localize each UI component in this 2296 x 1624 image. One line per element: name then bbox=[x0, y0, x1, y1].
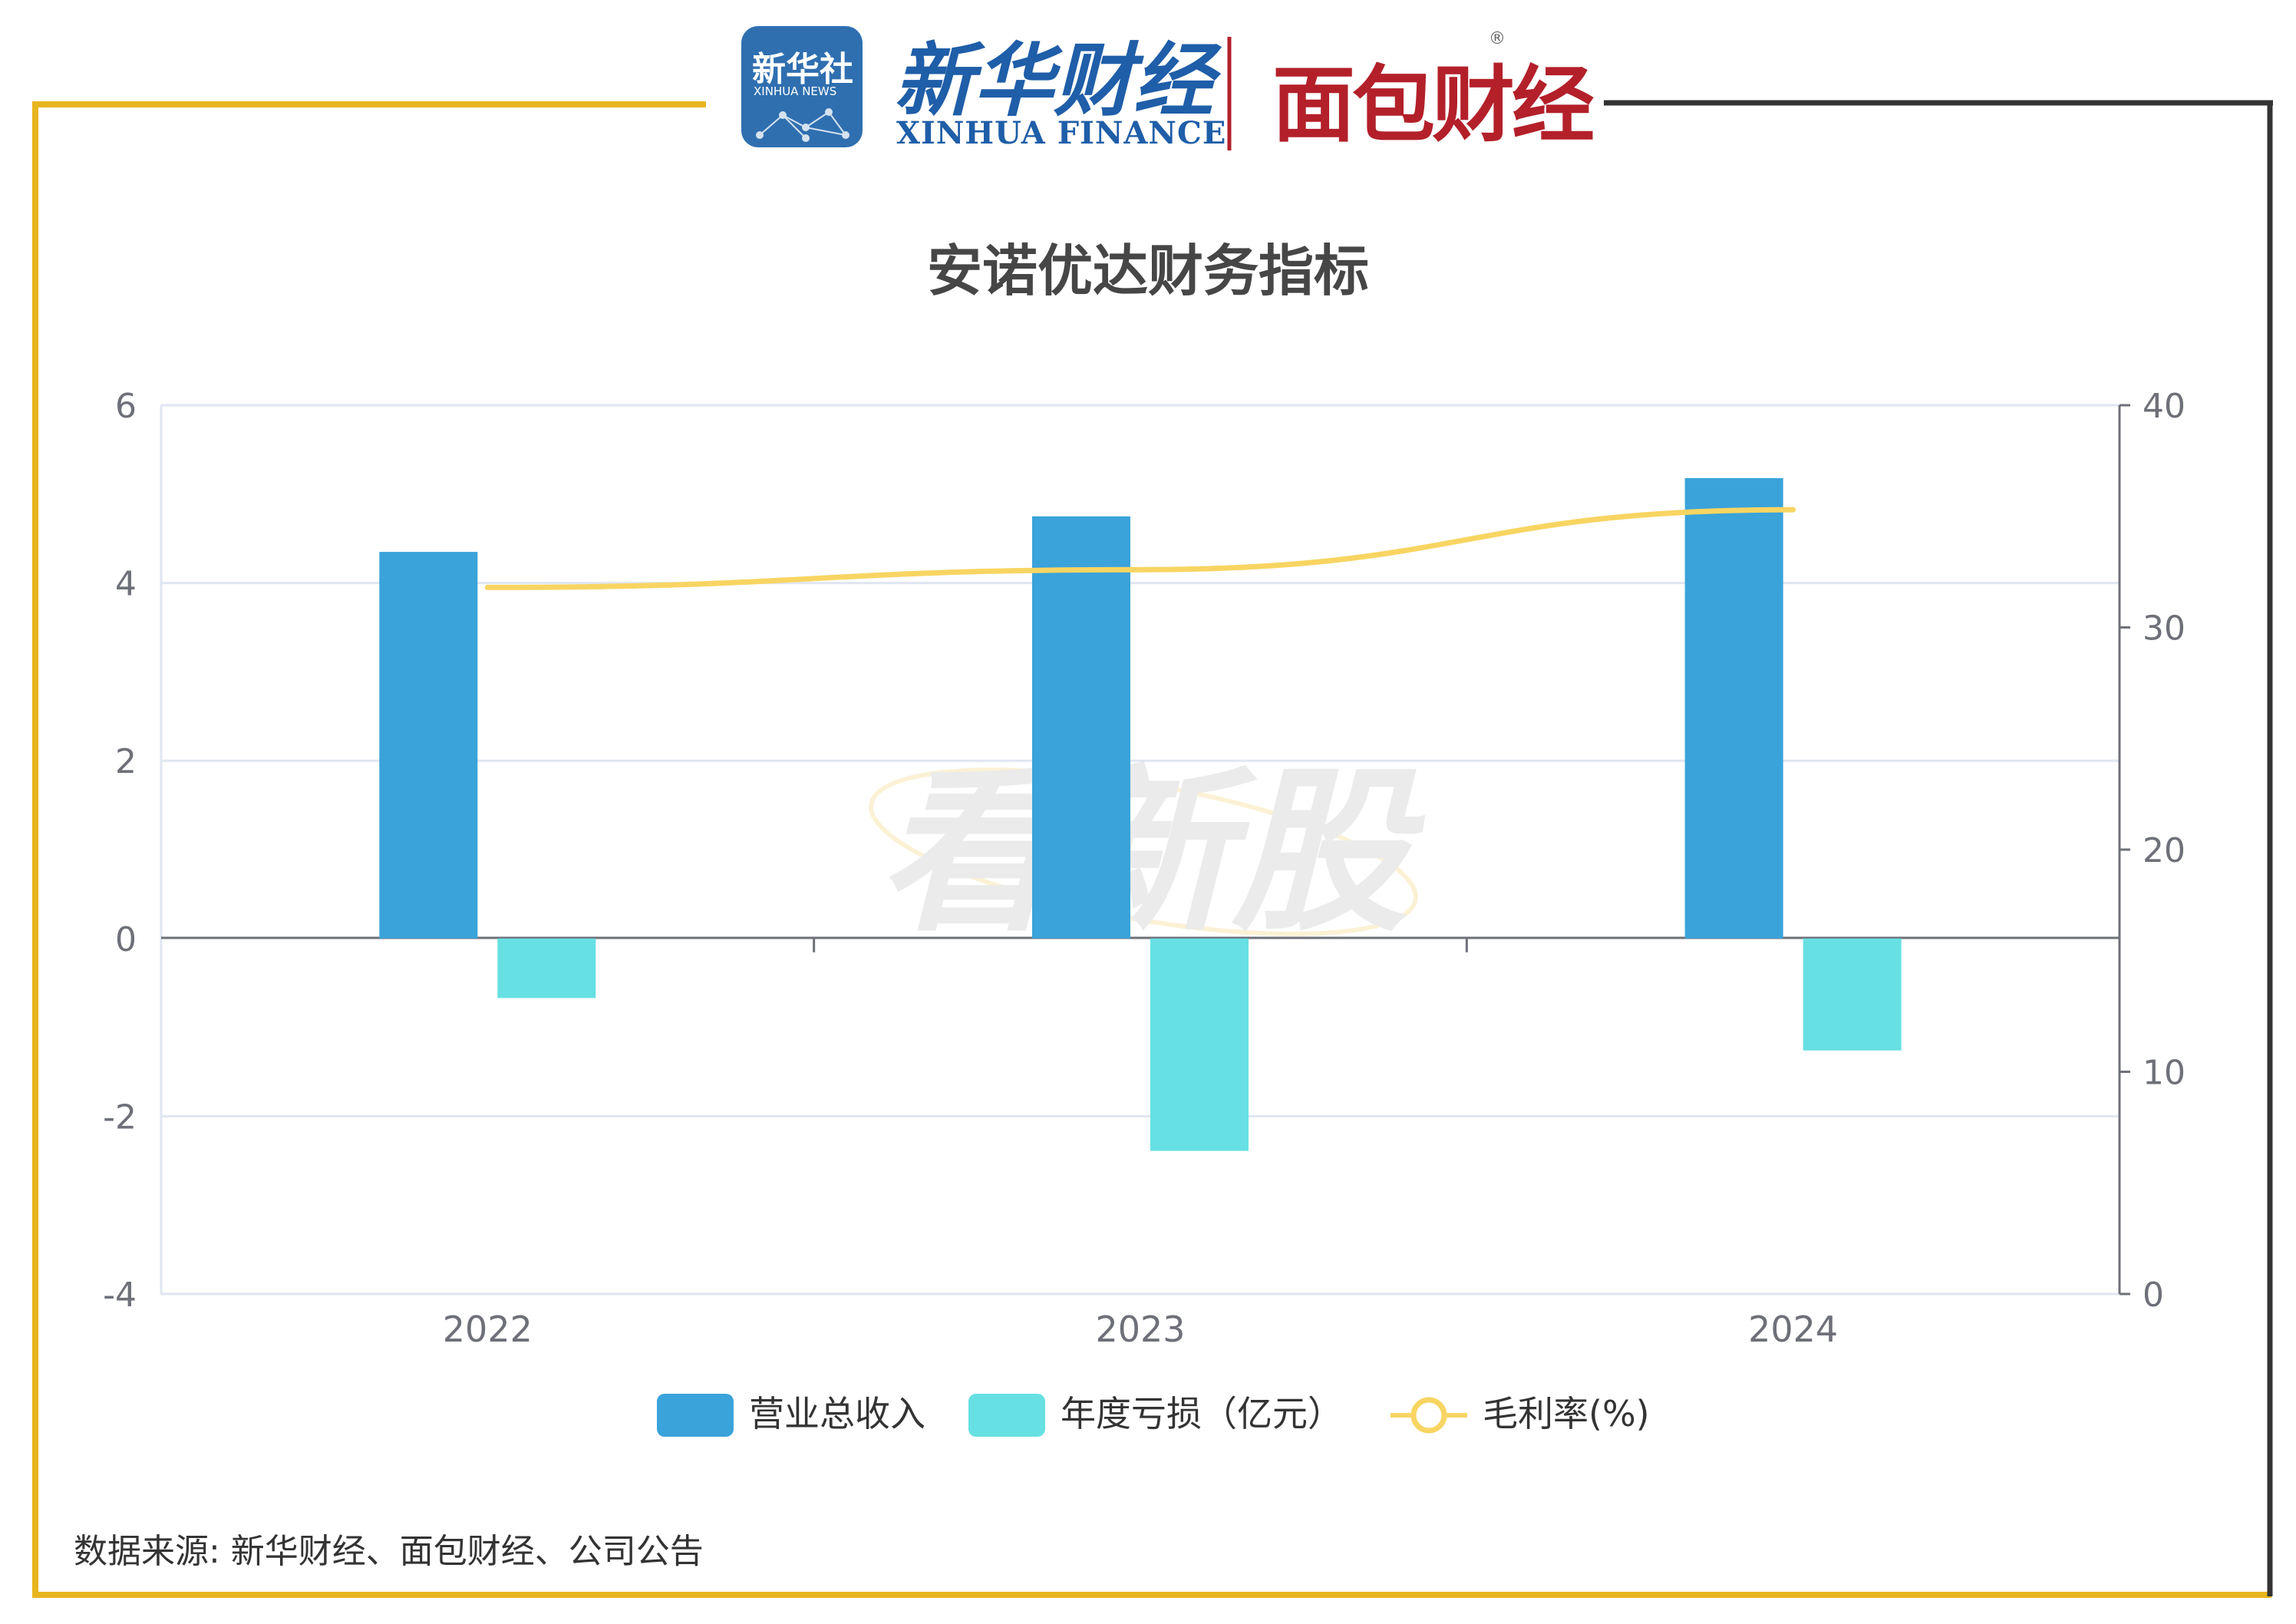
x-axis-tick-label: 2024 bbox=[1748, 1309, 1838, 1350]
bar-series bbox=[379, 477, 1902, 1151]
watermark: 看新股 bbox=[869, 751, 1426, 956]
xinhua-news-logo-cn: 新华社 bbox=[752, 50, 853, 89]
right-axis-tick-label: 20 bbox=[2143, 831, 2185, 870]
mianbao-finance-logo: 面包财经 bbox=[1272, 58, 1595, 153]
xinhua-news-logo-en: XINHUA NEWS bbox=[754, 84, 837, 98]
right-axis-tick-label: 10 bbox=[2143, 1054, 2185, 1093]
right-axis-tick-label: 30 bbox=[2143, 609, 2185, 649]
right-axis-tick-labels: 0 10 20 30 40 bbox=[2120, 387, 2185, 1315]
legend: 营业总收入 年度亏损（亿元） 毛利率(%) bbox=[657, 1393, 1650, 1437]
left-axis-tick-label: -4 bbox=[103, 1276, 137, 1315]
loss-bar bbox=[1150, 938, 1249, 1151]
legend-swatch-margin-dot[interactable] bbox=[1410, 1397, 1447, 1434]
chart-title: 安诺优达财务指标 bbox=[927, 239, 1369, 303]
loss-bar bbox=[497, 938, 596, 998]
network-icon bbox=[756, 108, 849, 142]
margin-line bbox=[484, 507, 1796, 590]
x-axis-ticks bbox=[813, 938, 1468, 952]
legend-label-revenue[interactable]: 营业总收入 bbox=[749, 1393, 925, 1434]
left-axis-tick-label: -2 bbox=[103, 1098, 137, 1137]
revenue-bar bbox=[1684, 477, 1783, 939]
left-axis-tick-label: 2 bbox=[115, 742, 137, 781]
gridlines bbox=[161, 404, 2120, 1296]
registered-mark: ® bbox=[1489, 29, 1506, 48]
x-axis-tick-labels: 2022 2023 2024 bbox=[443, 1309, 1838, 1350]
watermark-text: 看新股 bbox=[879, 751, 1426, 956]
line-series bbox=[484, 507, 1796, 590]
legend-swatch-revenue[interactable] bbox=[657, 1394, 734, 1437]
legend-label-loss[interactable]: 年度亏损（亿元） bbox=[1061, 1393, 1343, 1434]
watermark-orbit bbox=[869, 767, 1418, 936]
left-axis-tick-label: 4 bbox=[115, 565, 137, 604]
legend-swatch-loss[interactable] bbox=[968, 1394, 1045, 1437]
loss-bar bbox=[1803, 938, 1902, 1051]
left-axis-tick-label: 0 bbox=[115, 920, 137, 959]
xinhua-finance-logo-en: XINHUA FINANCE bbox=[896, 115, 1227, 151]
revenue-bar bbox=[379, 552, 478, 939]
right-axis-tick-label: 40 bbox=[2143, 387, 2185, 426]
left-axis-tick-labels: -4 -2 0 2 4 6 bbox=[103, 387, 137, 1315]
x-axis-tick-label: 2022 bbox=[443, 1309, 533, 1350]
left-axis-tick-label: 6 bbox=[115, 387, 137, 426]
right-axis-tick-label: 0 bbox=[2143, 1276, 2164, 1315]
xinhua-finance-logo-cn: 新华财经 bbox=[894, 33, 1214, 127]
xinhua-news-logo: 新华社 XINHUA NEWS bbox=[741, 26, 863, 147]
legend-label-margin[interactable]: 毛利率(%) bbox=[1483, 1393, 1650, 1434]
revenue-bar bbox=[1032, 516, 1130, 939]
data-source-note: 数据来源: 新华财经、面包财经、公司公告 bbox=[74, 1532, 704, 1571]
x-axis-tick-label: 2023 bbox=[1095, 1309, 1185, 1350]
